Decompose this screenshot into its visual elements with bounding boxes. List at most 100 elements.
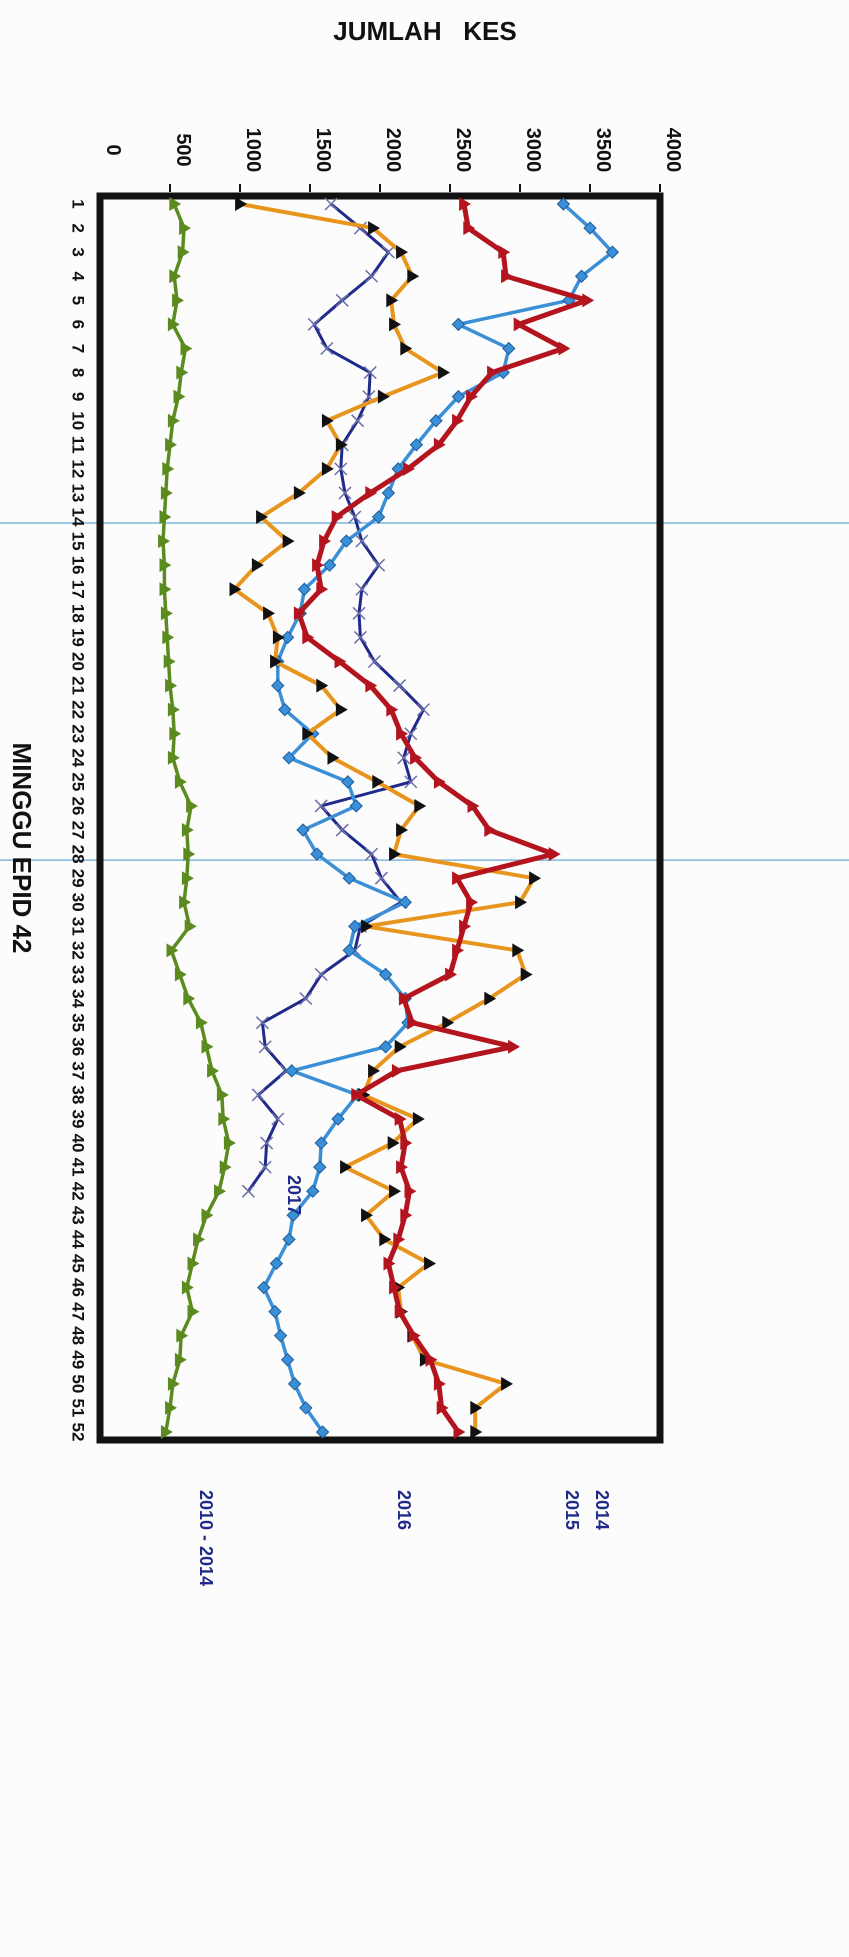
data-point xyxy=(442,1015,455,1030)
data-point xyxy=(302,726,315,741)
data-point xyxy=(167,413,180,428)
data-point xyxy=(412,1111,425,1126)
data-point xyxy=(270,654,282,669)
data-point xyxy=(201,1208,214,1223)
data-point xyxy=(451,317,466,332)
data-point xyxy=(377,389,390,404)
series-2016 xyxy=(257,197,620,1439)
data-point xyxy=(407,1015,420,1030)
data-point xyxy=(452,943,464,958)
data-point xyxy=(368,1063,380,1078)
data-point xyxy=(320,341,334,356)
series-line xyxy=(232,202,536,1432)
data-point xyxy=(348,510,362,524)
y-tick-label: 3000 xyxy=(522,128,544,173)
data-point xyxy=(349,799,363,813)
x-tick-label: 30 xyxy=(69,893,88,912)
data-point xyxy=(502,341,516,356)
data-point xyxy=(400,341,413,356)
data-point xyxy=(315,1425,330,1439)
data-point xyxy=(299,992,313,1006)
x-tick-label: 36 xyxy=(69,1037,88,1056)
series-labels: 2014 2015 2016 2017 2010 - 2014 xyxy=(196,1175,612,1586)
x-axis-title: MINGGU EPID 42 xyxy=(7,743,37,954)
data-point xyxy=(396,1160,408,1175)
data-point xyxy=(501,1376,513,1391)
data-point xyxy=(351,1087,364,1102)
data-point xyxy=(424,1256,436,1271)
data-point xyxy=(378,1040,393,1054)
data-point xyxy=(393,679,407,693)
data-point xyxy=(574,269,589,283)
series-line xyxy=(262,202,615,1434)
data-point xyxy=(158,534,170,549)
data-point xyxy=(181,871,194,886)
data-point xyxy=(398,991,411,1006)
data-point xyxy=(251,1088,265,1102)
series-line xyxy=(296,203,590,1434)
data-point xyxy=(512,943,525,958)
series-label: 2014 xyxy=(592,1490,612,1530)
data-point xyxy=(183,991,196,1006)
data-point xyxy=(556,197,571,211)
data-point xyxy=(159,582,172,597)
data-point xyxy=(160,1425,173,1439)
data-point xyxy=(398,895,412,909)
data-point xyxy=(365,269,379,283)
x-tick-label: 6 xyxy=(69,320,88,329)
y-tick-label: 2500 xyxy=(452,128,474,173)
data-point xyxy=(172,293,184,308)
data-point xyxy=(306,1184,320,1198)
data-point xyxy=(165,678,177,693)
data-point xyxy=(280,630,295,645)
data-point xyxy=(229,582,242,597)
data-point xyxy=(297,582,312,596)
x-tick-label: 3 xyxy=(69,247,88,256)
data-point xyxy=(416,703,430,717)
data-point xyxy=(310,847,324,861)
data-point xyxy=(520,967,533,982)
x-tick-label: 39 xyxy=(69,1110,88,1129)
data-point xyxy=(269,1256,284,1271)
data-point xyxy=(353,630,367,644)
y-tick-label: 1500 xyxy=(312,128,334,173)
data-point xyxy=(316,582,329,597)
data-point xyxy=(389,847,401,862)
data-point xyxy=(365,678,378,693)
data-point xyxy=(165,1400,177,1415)
data-point xyxy=(386,702,399,717)
x-tick-label: 28 xyxy=(69,845,88,864)
data-point xyxy=(271,678,285,693)
x-tick-label: 24 xyxy=(69,748,88,767)
data-point xyxy=(160,606,173,621)
data-point xyxy=(352,606,366,620)
data-point xyxy=(299,1401,313,1415)
x-tick-label: 38 xyxy=(69,1085,88,1104)
data-point xyxy=(186,798,198,813)
data-point xyxy=(177,245,190,260)
data-point xyxy=(296,823,310,837)
data-point xyxy=(374,871,388,885)
data-point xyxy=(339,534,354,548)
data-point xyxy=(558,341,571,356)
data-point xyxy=(466,389,478,404)
data-point xyxy=(387,1136,400,1151)
x-tick-label: 31 xyxy=(69,917,88,936)
data-point xyxy=(335,437,348,452)
data-point xyxy=(394,1111,407,1126)
y-tick-label: 0 xyxy=(102,144,124,155)
data-point xyxy=(282,534,295,549)
x-tick-label: 16 xyxy=(69,556,88,575)
data-point xyxy=(167,317,180,332)
data-point xyxy=(214,1184,226,1199)
data-point xyxy=(372,558,386,572)
data-point xyxy=(470,1400,483,1415)
data-point xyxy=(361,1208,373,1223)
data-point xyxy=(179,221,191,236)
data-point xyxy=(351,414,365,428)
data-point xyxy=(467,798,480,813)
data-point xyxy=(293,485,306,500)
data-point xyxy=(487,365,499,380)
data-point xyxy=(438,365,450,380)
x-tick-label: 32 xyxy=(69,941,88,960)
